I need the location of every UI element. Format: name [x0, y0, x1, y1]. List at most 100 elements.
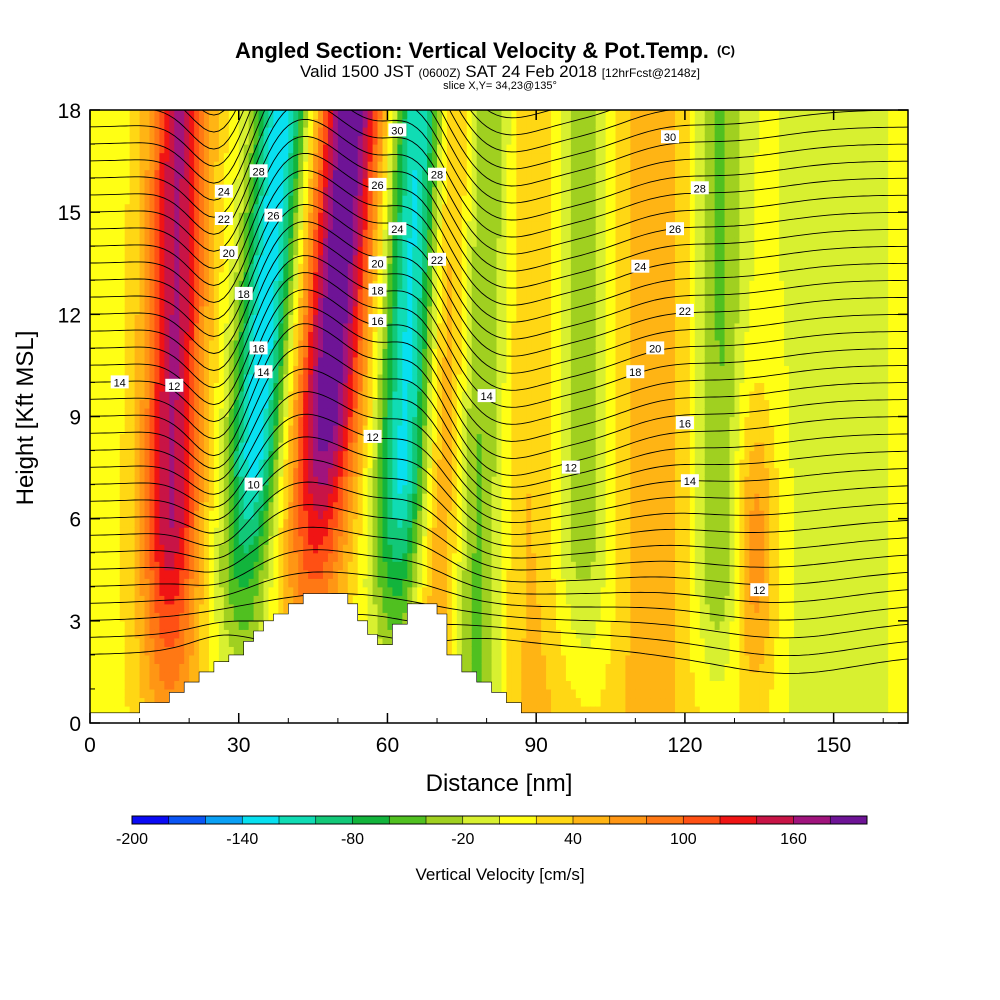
velocity-cell — [283, 127, 289, 137]
velocity-cell — [189, 331, 195, 341]
velocity-cell — [213, 603, 220, 613]
velocity-cell — [298, 399, 304, 409]
velocity-cell — [154, 288, 161, 298]
velocity-cell — [189, 365, 195, 375]
velocity-cell — [139, 493, 146, 503]
velocity-cell — [372, 629, 379, 639]
velocity-cell — [204, 382, 210, 392]
velocity-cell — [422, 527, 428, 537]
velocity-cell — [417, 280, 423, 290]
velocity-cell — [308, 425, 314, 435]
velocity-cell — [412, 161, 418, 171]
velocity-cell — [208, 646, 215, 656]
velocity-cell — [248, 220, 255, 230]
velocity-cell — [288, 442, 294, 452]
velocity-cell — [199, 203, 205, 213]
velocity-cell — [114, 527, 121, 537]
velocity-cell — [382, 586, 389, 596]
velocity-cell — [258, 373, 265, 384]
velocity-cell — [139, 544, 146, 554]
velocity-cell — [94, 305, 101, 315]
velocity-cell — [243, 305, 250, 315]
velocity-cell — [402, 493, 408, 503]
velocity-cell — [94, 348, 101, 358]
velocity-cell — [303, 348, 309, 358]
velocity-cell — [104, 144, 111, 154]
velocity-cell — [90, 314, 96, 324]
velocity-cell — [179, 178, 185, 188]
velocity-cell — [288, 212, 294, 222]
velocity-cell — [189, 288, 195, 298]
velocity-cell — [124, 518, 131, 528]
velocity-cell — [204, 637, 210, 647]
velocity-cell — [417, 484, 423, 494]
velocity-cell — [144, 510, 151, 520]
velocity-cell — [293, 484, 299, 494]
velocity-cell — [392, 203, 398, 213]
velocity-cell — [104, 663, 111, 673]
velocity-cell — [283, 237, 289, 247]
velocity-cell — [268, 169, 275, 179]
velocity-cell — [258, 127, 265, 137]
velocity-cell — [104, 501, 111, 511]
velocity-cell — [109, 518, 116, 528]
velocity-cell — [303, 186, 309, 196]
velocity-cell — [194, 518, 200, 528]
velocity-cell — [273, 561, 279, 571]
velocity-cell — [218, 450, 225, 460]
velocity-cell — [402, 561, 408, 571]
velocity-cell — [119, 254, 126, 264]
velocity-cell — [94, 654, 101, 664]
velocity-cell — [377, 510, 384, 520]
velocity-cell — [104, 569, 111, 579]
velocity-cell — [134, 552, 141, 562]
velocity-cell — [194, 510, 200, 520]
velocity-cell — [303, 535, 309, 545]
velocity-cell — [288, 280, 294, 290]
velocity-cell — [134, 280, 141, 290]
velocity-cell — [223, 110, 230, 120]
velocity-cell — [134, 535, 141, 545]
velocity-cell — [407, 331, 413, 341]
velocity-cell — [233, 484, 240, 494]
velocity-cell — [204, 476, 210, 486]
velocity-cell — [278, 271, 284, 281]
velocity-cell — [154, 144, 161, 154]
velocity-cell — [258, 467, 265, 477]
velocity-cell — [268, 518, 275, 528]
velocity-cell — [144, 425, 151, 435]
velocity-cell — [194, 288, 200, 298]
velocity-cell — [298, 178, 304, 188]
velocity-cell — [129, 305, 136, 315]
velocity-cell — [204, 629, 210, 639]
velocity-cell — [174, 220, 180, 230]
velocity-cell — [432, 578, 438, 588]
velocity-cell — [273, 314, 279, 324]
velocity-cell — [218, 399, 225, 409]
velocity-cell — [323, 203, 329, 213]
velocity-cell — [397, 314, 403, 324]
velocity-cell — [337, 390, 344, 401]
velocity-cell — [352, 118, 359, 128]
velocity-cell — [293, 144, 299, 154]
velocity-cell — [164, 688, 170, 699]
velocity-cell — [422, 578, 428, 588]
velocity-cell — [407, 365, 413, 375]
velocity-cell — [253, 425, 260, 435]
velocity-cell — [99, 373, 106, 384]
velocity-cell — [293, 399, 299, 409]
velocity-cell — [327, 484, 334, 494]
velocity-cell — [303, 442, 309, 452]
velocity-cell — [149, 365, 156, 375]
velocity-cell — [179, 399, 185, 409]
velocity-cell — [144, 518, 151, 528]
velocity-cell — [288, 263, 294, 273]
velocity-cell — [233, 152, 240, 162]
velocity-cell — [208, 373, 215, 384]
velocity-cell — [367, 382, 374, 392]
velocity-cell — [233, 280, 240, 290]
velocity-cell — [99, 390, 106, 401]
velocity-cell — [303, 365, 309, 375]
velocity-cell — [90, 237, 96, 247]
velocity-cell — [372, 169, 379, 179]
